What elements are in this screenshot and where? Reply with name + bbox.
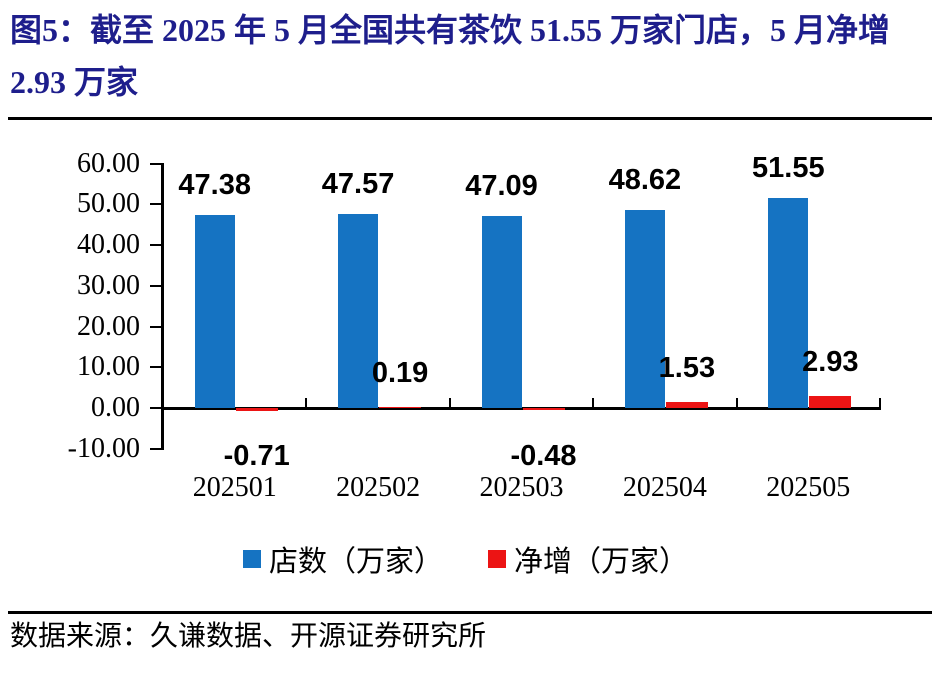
x-tick bbox=[592, 398, 595, 410]
chart-legend: 店数（万家） 净增（万家） bbox=[243, 538, 688, 580]
bar-label-store-count-202503: 47.09 bbox=[465, 170, 538, 203]
bar-store-count-202504 bbox=[624, 210, 665, 408]
y-tick-label: 40.00 bbox=[77, 229, 140, 261]
y-tick bbox=[150, 203, 161, 206]
y-axis-line bbox=[161, 162, 164, 450]
legend-swatch-store-count-icon bbox=[243, 550, 261, 568]
x-axis-label-202505: 202505 bbox=[766, 472, 851, 503]
source-divider bbox=[8, 611, 932, 614]
y-tick-label: 60.00 bbox=[77, 147, 140, 179]
title-divider bbox=[8, 117, 932, 120]
bar-store-count-202502 bbox=[338, 214, 379, 408]
bar-net-increase-202502 bbox=[379, 407, 422, 408]
y-tick bbox=[150, 162, 161, 165]
bar-net-increase-202501 bbox=[235, 408, 278, 411]
bar-store-count-202503 bbox=[481, 216, 522, 408]
bar-store-count-202505 bbox=[768, 198, 809, 408]
x-tick bbox=[735, 398, 738, 410]
bar-label-net-increase-202505: 2.93 bbox=[802, 346, 859, 379]
bar-net-increase-202504 bbox=[665, 401, 708, 408]
legend-label-net-increase: 净增（万家） bbox=[514, 546, 689, 578]
x-axis-label-202501: 202501 bbox=[192, 472, 277, 503]
legend-item-store-count: 店数（万家） bbox=[243, 538, 443, 580]
y-tick-label: 0.00 bbox=[91, 392, 140, 423]
x-axis-label-202503: 202503 bbox=[479, 472, 564, 503]
x-tick bbox=[305, 398, 308, 410]
figure-title: 图5：截至 2025 年 5 月全国共有茶饮 51.55 万家门店，5 月净增 … bbox=[10, 12, 891, 100]
y-tick-label: 50.00 bbox=[77, 188, 140, 220]
legend-item-net-increase: 净增（万家） bbox=[488, 538, 688, 580]
bar-label-store-count-202502: 47.57 bbox=[321, 168, 395, 201]
bar-label-net-increase-202503: -0.48 bbox=[510, 440, 577, 472]
bar-net-increase-202505 bbox=[809, 396, 852, 408]
x-axis-label-202502: 202502 bbox=[336, 472, 421, 503]
data-source: 数据来源：久谦数据、开源证券研究所 bbox=[10, 621, 487, 652]
bar-label-net-increase-202502: 0.19 bbox=[371, 357, 429, 389]
y-tick bbox=[150, 407, 161, 409]
x-axis-label-202504: 202504 bbox=[622, 472, 707, 503]
x-tick bbox=[448, 398, 451, 410]
bar-label-net-increase-202501: -0.71 bbox=[223, 440, 290, 472]
y-tick-label: 10.00 bbox=[77, 351, 140, 383]
legend-label-store-count: 店数（万家） bbox=[269, 546, 444, 578]
bar-net-increase-202503 bbox=[522, 408, 565, 410]
bar-label-store-count-202501: 47.38 bbox=[178, 169, 251, 202]
bar-label-store-count-202505: 51.55 bbox=[752, 152, 825, 185]
x-axis-line bbox=[161, 407, 881, 410]
legend-swatch-net-increase-icon bbox=[488, 550, 507, 568]
y-tick bbox=[150, 447, 161, 450]
bar-label-net-increase-202504: 1.53 bbox=[658, 351, 716, 384]
y-tick bbox=[150, 244, 161, 247]
y-tick bbox=[150, 366, 161, 369]
y-tick-label: 30.00 bbox=[77, 269, 140, 301]
y-tick bbox=[150, 325, 161, 328]
bar-label-store-count-202504: 48.62 bbox=[608, 164, 682, 197]
y-tick bbox=[150, 284, 161, 287]
y-tick-label: 20.00 bbox=[77, 310, 140, 342]
x-tick bbox=[879, 398, 881, 410]
bar-store-count-202501 bbox=[194, 215, 235, 408]
y-tick-label: -10.00 bbox=[67, 432, 140, 464]
